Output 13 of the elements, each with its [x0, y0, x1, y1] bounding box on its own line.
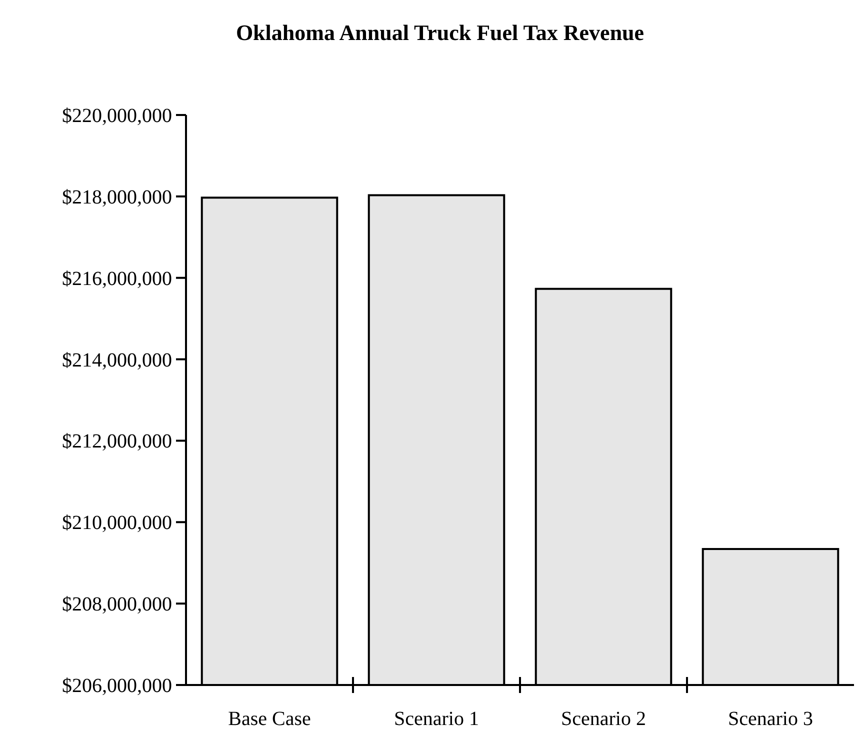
y-tick-label: $220,000,000 [62, 105, 172, 127]
chart-title: Oklahoma Annual Truck Fuel Tax Revenue [236, 20, 644, 45]
y-tick-label: $214,000,000 [62, 349, 172, 372]
x-tick-label: Scenario 2 [561, 708, 646, 730]
y-tick-label: $208,000,000 [62, 594, 172, 616]
y-tick-label: $210,000,000 [62, 512, 172, 534]
y-tick-label: $212,000,000 [62, 430, 172, 453]
y-tick-label: $206,000,000 [62, 675, 172, 697]
x-tick-label: Scenario 3 [728, 708, 813, 730]
x-tick-label: Scenario 1 [394, 708, 479, 730]
y-tick-label: $218,000,000 [62, 186, 172, 208]
y-tick-label: $216,000,000 [62, 268, 172, 290]
x-tick-label: Base Case [228, 708, 311, 730]
